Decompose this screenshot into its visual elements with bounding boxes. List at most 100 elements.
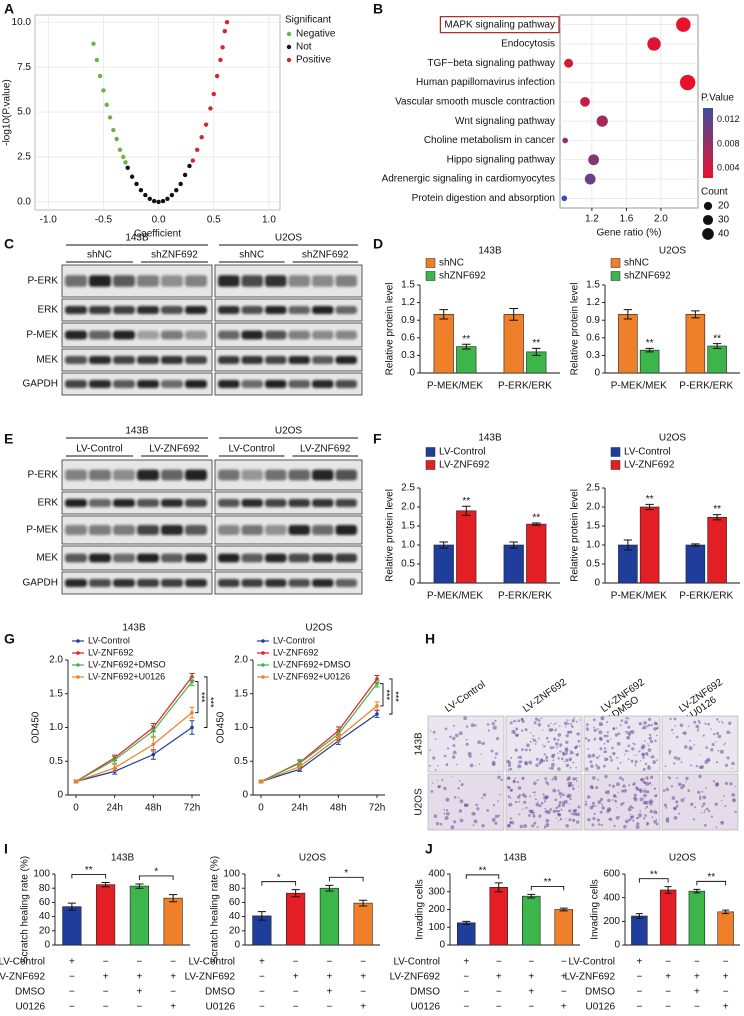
x-tick-label: 1.2 [585,214,599,225]
x-tick-label: 2.0 [654,214,668,225]
treatment-mark: − [103,1002,109,1013]
blot-band [113,306,135,314]
cell-dot [655,722,658,726]
blot-band [161,275,183,287]
treatment-mark: − [528,957,534,968]
bar [319,887,339,946]
cell-dot [692,818,695,821]
comparison-bracket [696,880,727,886]
cell-dot [563,761,565,763]
cell-dot [704,823,707,827]
error-bar [531,347,541,356]
cell-dot [665,819,670,823]
cell-dot [491,760,496,765]
cell-dot [569,797,572,801]
treatment-mark: − [170,987,176,998]
cell-dot [561,793,565,797]
comparison-label: ** [707,872,715,883]
cell-dot [701,790,704,793]
cell-dot [597,823,601,826]
cell-dot [534,794,536,797]
cell-dot [480,743,482,745]
cell-dot [518,755,523,759]
comparison-label: *** [391,691,401,702]
cell-dot [699,754,701,756]
cell-dot [554,778,557,781]
treatment-mark: + [136,987,142,998]
cell-dot [534,798,537,801]
legend-label: LV-ZNF692+DMSO [273,659,351,669]
blot-band [265,275,287,287]
legend-label: LV-Control [624,447,671,458]
panel-letter: B [373,1,383,17]
bar [639,349,660,374]
comparison-label: * [154,867,158,878]
cell-dot [653,787,657,790]
blot-band [288,306,310,314]
point [134,181,139,187]
cell-dot [549,746,553,750]
error-bar [635,913,643,919]
cell-dot [546,810,551,815]
point [218,57,223,63]
comparison-bracket [465,874,500,879]
cell-dot [703,809,706,812]
bar [503,544,524,584]
cell-dot [568,794,572,797]
cell-dot [521,777,524,781]
cell-dot [638,813,642,818]
blot-band [89,469,111,481]
blot-band [265,553,287,563]
cell-dot [673,762,676,765]
point [190,158,196,163]
treatment-mark: − [665,987,671,998]
cell-dot [705,807,709,811]
legend-label: LV-ZNF692+U0126 [88,671,165,681]
cell-dot [497,775,501,779]
size-legend-dot [702,214,714,226]
protein-label: MEK [36,355,58,366]
cell-dot [465,739,468,741]
cell-dot [567,730,571,734]
blot-band [312,330,334,340]
y-axis-label: OD450 [31,711,42,743]
bubble [596,115,608,127]
treatment-mark: + [528,972,534,983]
legend-label: LV-ZNF692+U0126 [273,671,350,681]
cell-dot [432,782,434,784]
treatment-mark: − [723,987,729,998]
treatment-label: DMSO [585,987,615,998]
blot-band [218,553,240,563]
blot-band [137,524,159,536]
x-tick-label: -1.0 [40,215,58,226]
point [222,28,228,34]
cell-dot [530,732,532,734]
cell-dot [587,754,592,759]
category-label: Human papillomavirus infection [416,77,555,88]
cell-dot [490,749,494,753]
comparison-label: *** [382,690,392,701]
chart-title: 143B [122,623,146,634]
treatment-mark: + [259,957,265,968]
cell-dot [455,733,459,738]
cell-dot [437,779,439,782]
bar [618,544,638,584]
blot-band [65,469,87,481]
treatment-mark: + [665,972,671,983]
cell-dot [642,725,647,730]
cell-dot [625,717,628,720]
cell-dot [528,809,530,812]
series-line [260,713,378,783]
cell-dot [452,750,457,755]
bar [163,897,183,946]
point [114,136,119,142]
cell-dot [472,824,475,827]
cell-dot [677,757,681,761]
significance: ** [713,333,721,344]
error-bar [693,888,701,894]
blot-band [335,275,357,287]
cell-dot [545,736,549,740]
legend-label: LV-ZNF692+DMSO [88,659,166,669]
cell-dot [575,720,578,723]
treatment-label: DMSO [410,987,440,998]
